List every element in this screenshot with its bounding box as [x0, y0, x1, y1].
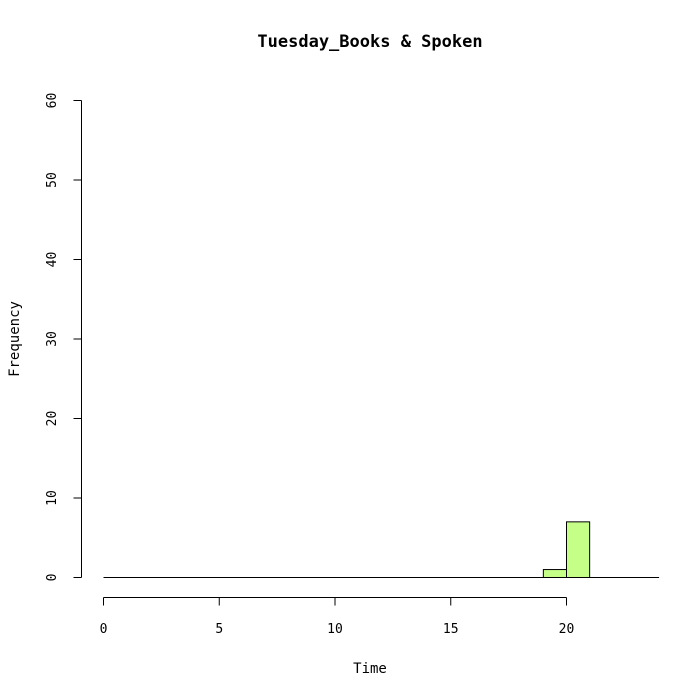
histogram-bar [542, 569, 567, 578]
y-axis: 0 10 20 30 40 50 60 [45, 93, 82, 582]
x-axis: 0 5 10 15 20 [100, 597, 575, 637]
x-tick-label: 5 [215, 622, 223, 637]
y-tick-label: 40 [45, 252, 60, 268]
x-tick-label: 0 [100, 622, 108, 637]
bars-group [103, 521, 660, 578]
y-tick-label: 30 [45, 331, 60, 347]
y-tick-label: 10 [45, 490, 60, 506]
histogram-bar [566, 521, 591, 578]
y-axis-label: Frequency [7, 301, 23, 377]
x-tick-label: 15 [443, 622, 459, 637]
x-tick-label: 10 [327, 622, 343, 637]
x-axis-label: Time [353, 661, 387, 677]
y-tick-label: 20 [45, 411, 60, 427]
y-tick-label: 0 [45, 574, 60, 582]
y-tick-label: 50 [45, 172, 60, 188]
y-tick-label: 60 [45, 93, 60, 109]
x-tick-label: 20 [559, 622, 575, 637]
chart-title: Tuesday_Books & Spoken [257, 32, 482, 52]
